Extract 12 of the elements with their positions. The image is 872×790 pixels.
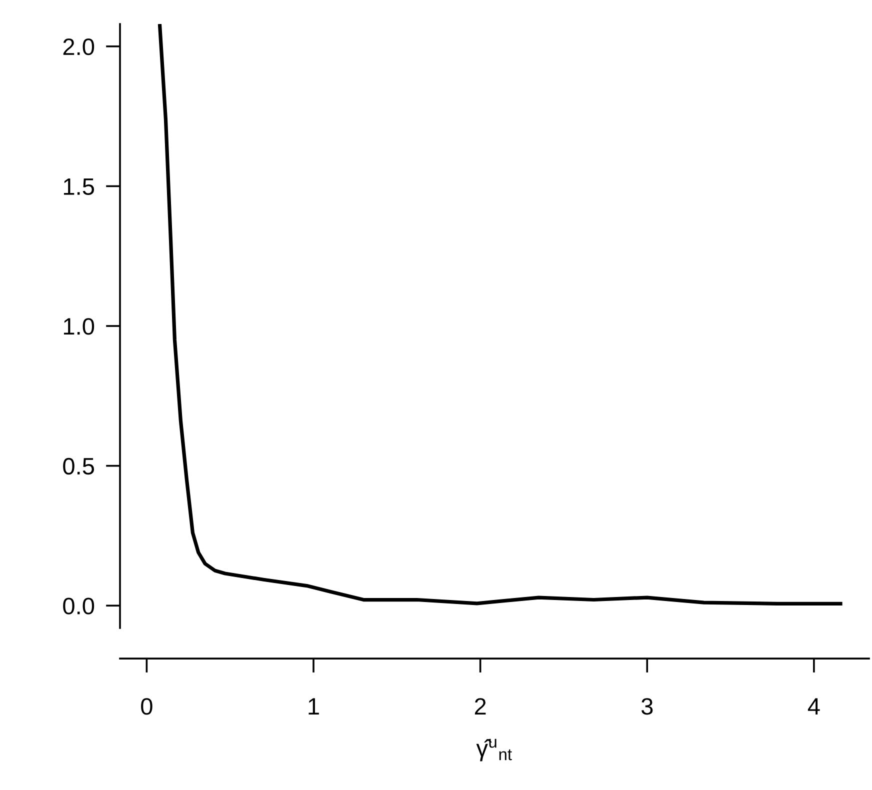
- y-tick-label: 1.0: [64, 318, 94, 335]
- y-tick-label: 0.0: [63, 598, 94, 614]
- x-tick-label: 4: [808, 698, 820, 715]
- x-tick-label: 0: [141, 698, 152, 715]
- line-series: [158, 24, 844, 606]
- x-tick-label: 2: [474, 698, 486, 715]
- y-tick-label: 2.0: [63, 38, 94, 56]
- x-axis-title: γ̂$^{u}$$_{nt}$: [476, 738, 512, 762]
- x-tick-label: 1: [308, 698, 319, 715]
- x-tick-label: 3: [641, 698, 653, 715]
- y-tick-label: 0.5: [63, 458, 94, 475]
- y-tick-label: 1.5: [64, 178, 94, 195]
